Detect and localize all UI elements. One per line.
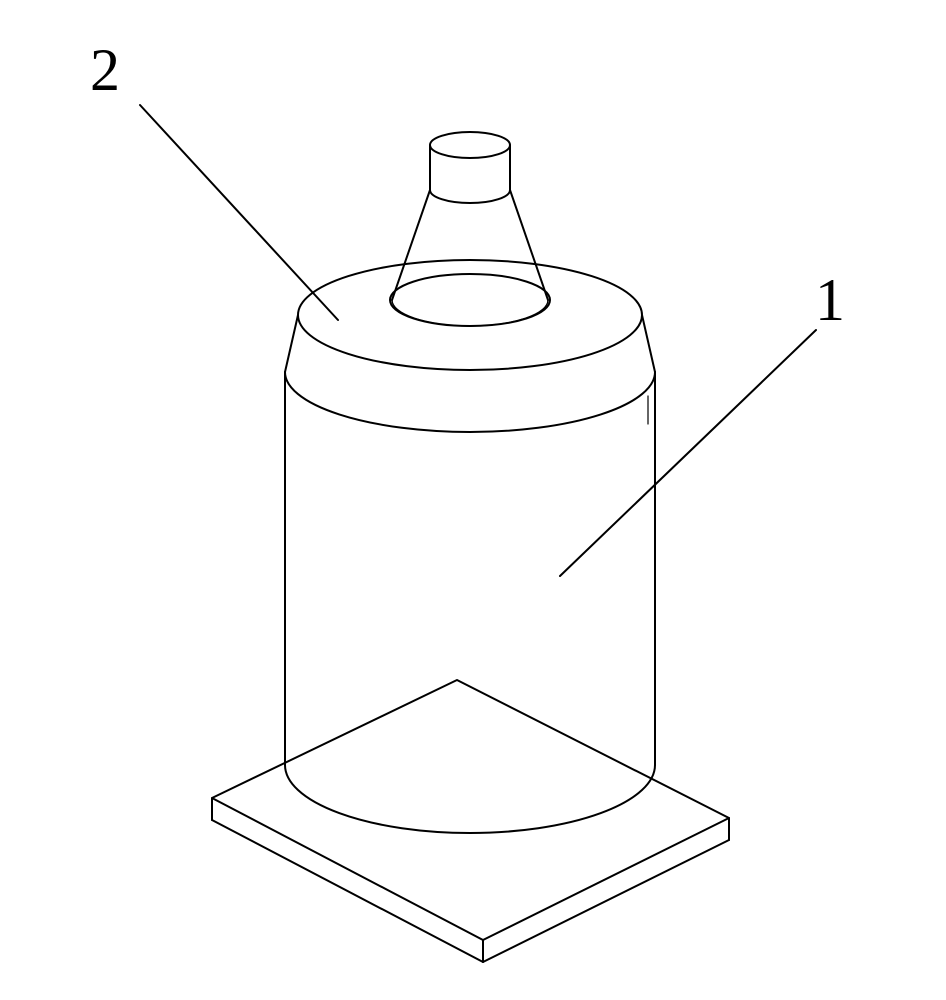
cone-side-left xyxy=(392,190,430,300)
cap-side-left xyxy=(285,315,298,372)
callout-label-1: 1 xyxy=(815,270,845,330)
leader-line-1 xyxy=(560,330,816,576)
cap-outer-top-ellipse xyxy=(298,260,642,370)
base-bottom-front-left xyxy=(212,820,483,962)
cap-side-right xyxy=(642,315,655,372)
cone-base-front-arc xyxy=(392,300,548,326)
drawing-svg xyxy=(0,0,946,1000)
callout-label-2: 2 xyxy=(90,40,120,100)
cap-outer-bottom-front-arc xyxy=(285,372,655,432)
cone-top-front-arc xyxy=(430,190,510,203)
leader-line-2 xyxy=(140,105,338,320)
cylinder-bottom-front-arc xyxy=(285,765,655,833)
figure-canvas: 2 1 xyxy=(0,0,946,1000)
cone-side-right xyxy=(510,190,548,300)
base-top-face xyxy=(212,680,729,940)
stub-top-ellipse xyxy=(430,132,510,158)
base-bottom-front-right xyxy=(483,840,729,962)
